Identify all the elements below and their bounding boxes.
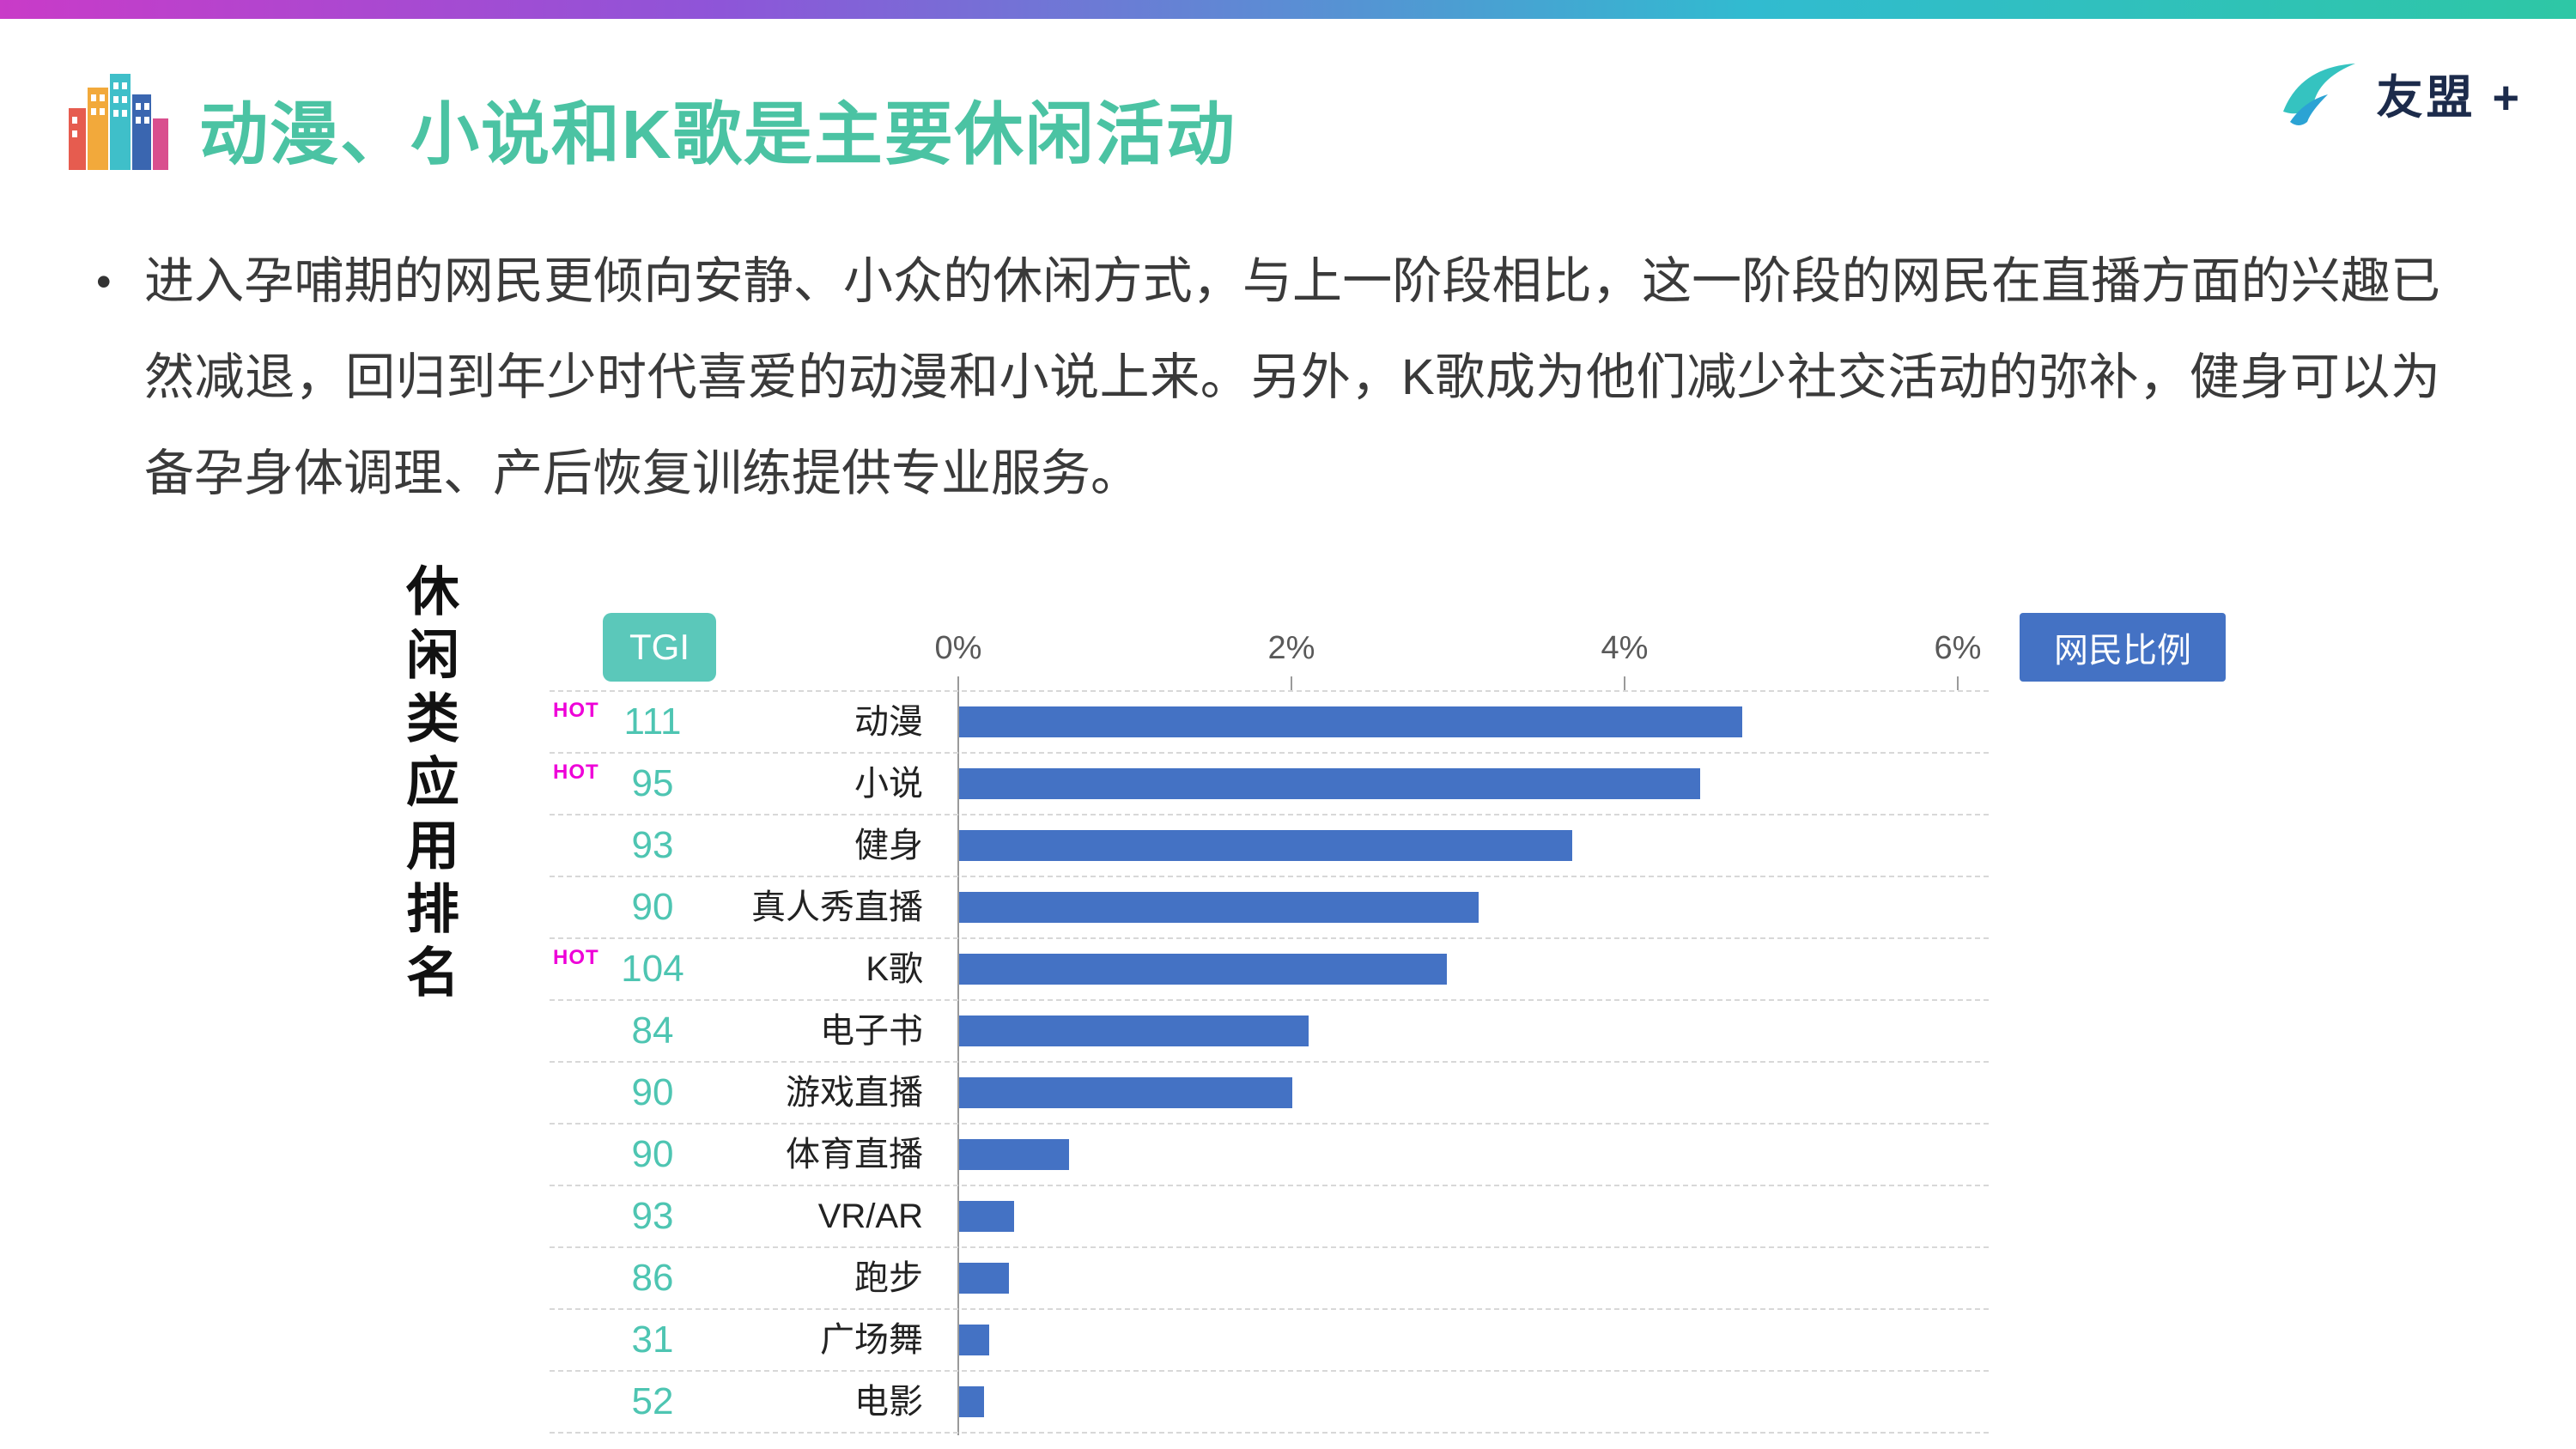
tgi-value: 95 (631, 762, 674, 804)
bar (959, 1201, 1015, 1232)
axis-tick (1957, 676, 1959, 690)
chart-row: HOT 95 小说 (550, 754, 1989, 815)
bar-track (959, 1248, 1959, 1308)
chart-row: 86 跑步 (550, 1248, 1989, 1310)
hot-badge: HOT (553, 761, 599, 784)
bar-track (959, 692, 1959, 752)
category-label: 小说 (854, 765, 923, 803)
hot-badge: HOT (553, 699, 599, 722)
legend-netizen-ratio: 网民比例 (2020, 613, 2226, 682)
category-label: 健身 (854, 827, 923, 864)
x-axis-tick-label: 0% (934, 630, 982, 666)
category-label: 电子书 (820, 1012, 923, 1050)
bar-track (959, 1063, 1959, 1123)
chart-row: 93 健身 (550, 815, 1989, 877)
tgi-value: 86 (631, 1257, 674, 1299)
tgi-value: 84 (631, 1009, 674, 1052)
umeng-logo: 友盟 + (2276, 57, 2523, 129)
bar-track (959, 754, 1959, 814)
axis-tick (1624, 676, 1625, 690)
top-gradient-bar (0, 0, 2576, 19)
bar (959, 1139, 1070, 1170)
category-label: 电影 (854, 1383, 923, 1421)
tgi-value: 52 (631, 1380, 674, 1422)
tgi-value: 93 (631, 1195, 674, 1237)
chart-row: HOT 111 动漫 (550, 692, 1989, 754)
tgi-header-badge: TGI (603, 613, 716, 682)
bar (959, 830, 1572, 861)
chart-row: 93 VR/AR (550, 1186, 1989, 1248)
bar-track (959, 815, 1959, 876)
chart-row: 90 真人秀直播 (550, 877, 1989, 939)
tgi-value: 90 (631, 886, 674, 928)
x-axis-tick-label: 6% (1934, 630, 1982, 666)
umeng-logo-icon (2283, 64, 2356, 125)
category-label: K歌 (866, 950, 923, 988)
category-label: 跑步 (854, 1259, 923, 1297)
bar (959, 706, 1742, 737)
tgi-value: 90 (631, 1133, 674, 1175)
bullet-marker: • (96, 258, 112, 306)
bar-track (959, 1001, 1959, 1061)
chart-row: 90 体育直播 (550, 1125, 1989, 1186)
category-label: 真人秀直播 (751, 888, 923, 926)
x-axis-tick-label: 4% (1601, 630, 1649, 666)
bar-track (959, 1186, 1959, 1246)
bar (959, 892, 1479, 923)
bar-track (959, 1372, 1959, 1432)
chart-row: 90 游戏直播 (550, 1063, 1989, 1125)
bar-track (959, 939, 1959, 999)
summary-text: 进入孕哺期的网民更倾向安静、小众的休闲方式，与上一阶段相比，这一阶段的网民在直播… (144, 253, 2440, 501)
umeng-logo-text: 友盟 + (2376, 71, 2523, 124)
chart-vertical-title: 休闲类应用排名 (398, 563, 457, 1008)
summary-bullet: • 进入孕哺期的网民更倾向安静、小众的休闲方式，与上一阶段相比，这一阶段的网民在… (96, 233, 2440, 522)
page-title: 动漫、小说和K歌是主要休闲活动 (199, 96, 1236, 173)
hot-badge: HOT (553, 946, 599, 969)
chart-row: 84 电子书 (550, 1001, 1989, 1063)
chart-row: 52 电影 (550, 1372, 1989, 1434)
tgi-value: 111 (623, 700, 682, 743)
city-buildings-icon (69, 74, 168, 170)
bar (959, 1263, 1010, 1294)
bar (959, 768, 1701, 799)
tgi-value: 90 (631, 1071, 674, 1113)
bar (959, 1386, 985, 1417)
bar-track (959, 1125, 1959, 1185)
tgi-value: 93 (631, 824, 674, 866)
x-axis-tick-label: 2% (1267, 630, 1315, 666)
chart-row: HOT 104 K歌 (550, 939, 1989, 1001)
bar (959, 1325, 989, 1355)
tgi-value: 31 (631, 1319, 674, 1361)
tgi-value: 104 (621, 948, 684, 990)
bar (959, 1016, 1309, 1046)
category-label: 游戏直播 (786, 1074, 923, 1112)
bar-track (959, 1310, 1959, 1370)
category-label: 体育直播 (786, 1136, 923, 1173)
leisure-apps-bar-chart: TGI 网民比例 0% 2% 4% 6% HOT 111 动漫 HOT 95 小说 93 健身… (550, 601, 2267, 1449)
chart-row: 31 广场舞 (550, 1310, 1989, 1372)
category-label: 动漫 (854, 703, 923, 741)
bar (959, 1077, 1292, 1108)
axis-tick (957, 676, 959, 690)
category-label: 广场舞 (820, 1321, 923, 1359)
category-label: VR/AR (817, 1197, 923, 1235)
bar (959, 954, 1448, 985)
axis-tick (1291, 676, 1292, 690)
bar-track (959, 877, 1959, 937)
chart-rows: HOT 111 动漫 HOT 95 小说 93 健身 90 真人秀直播 HOT 104 K歌 84 电子书 9… (550, 690, 1989, 1434)
